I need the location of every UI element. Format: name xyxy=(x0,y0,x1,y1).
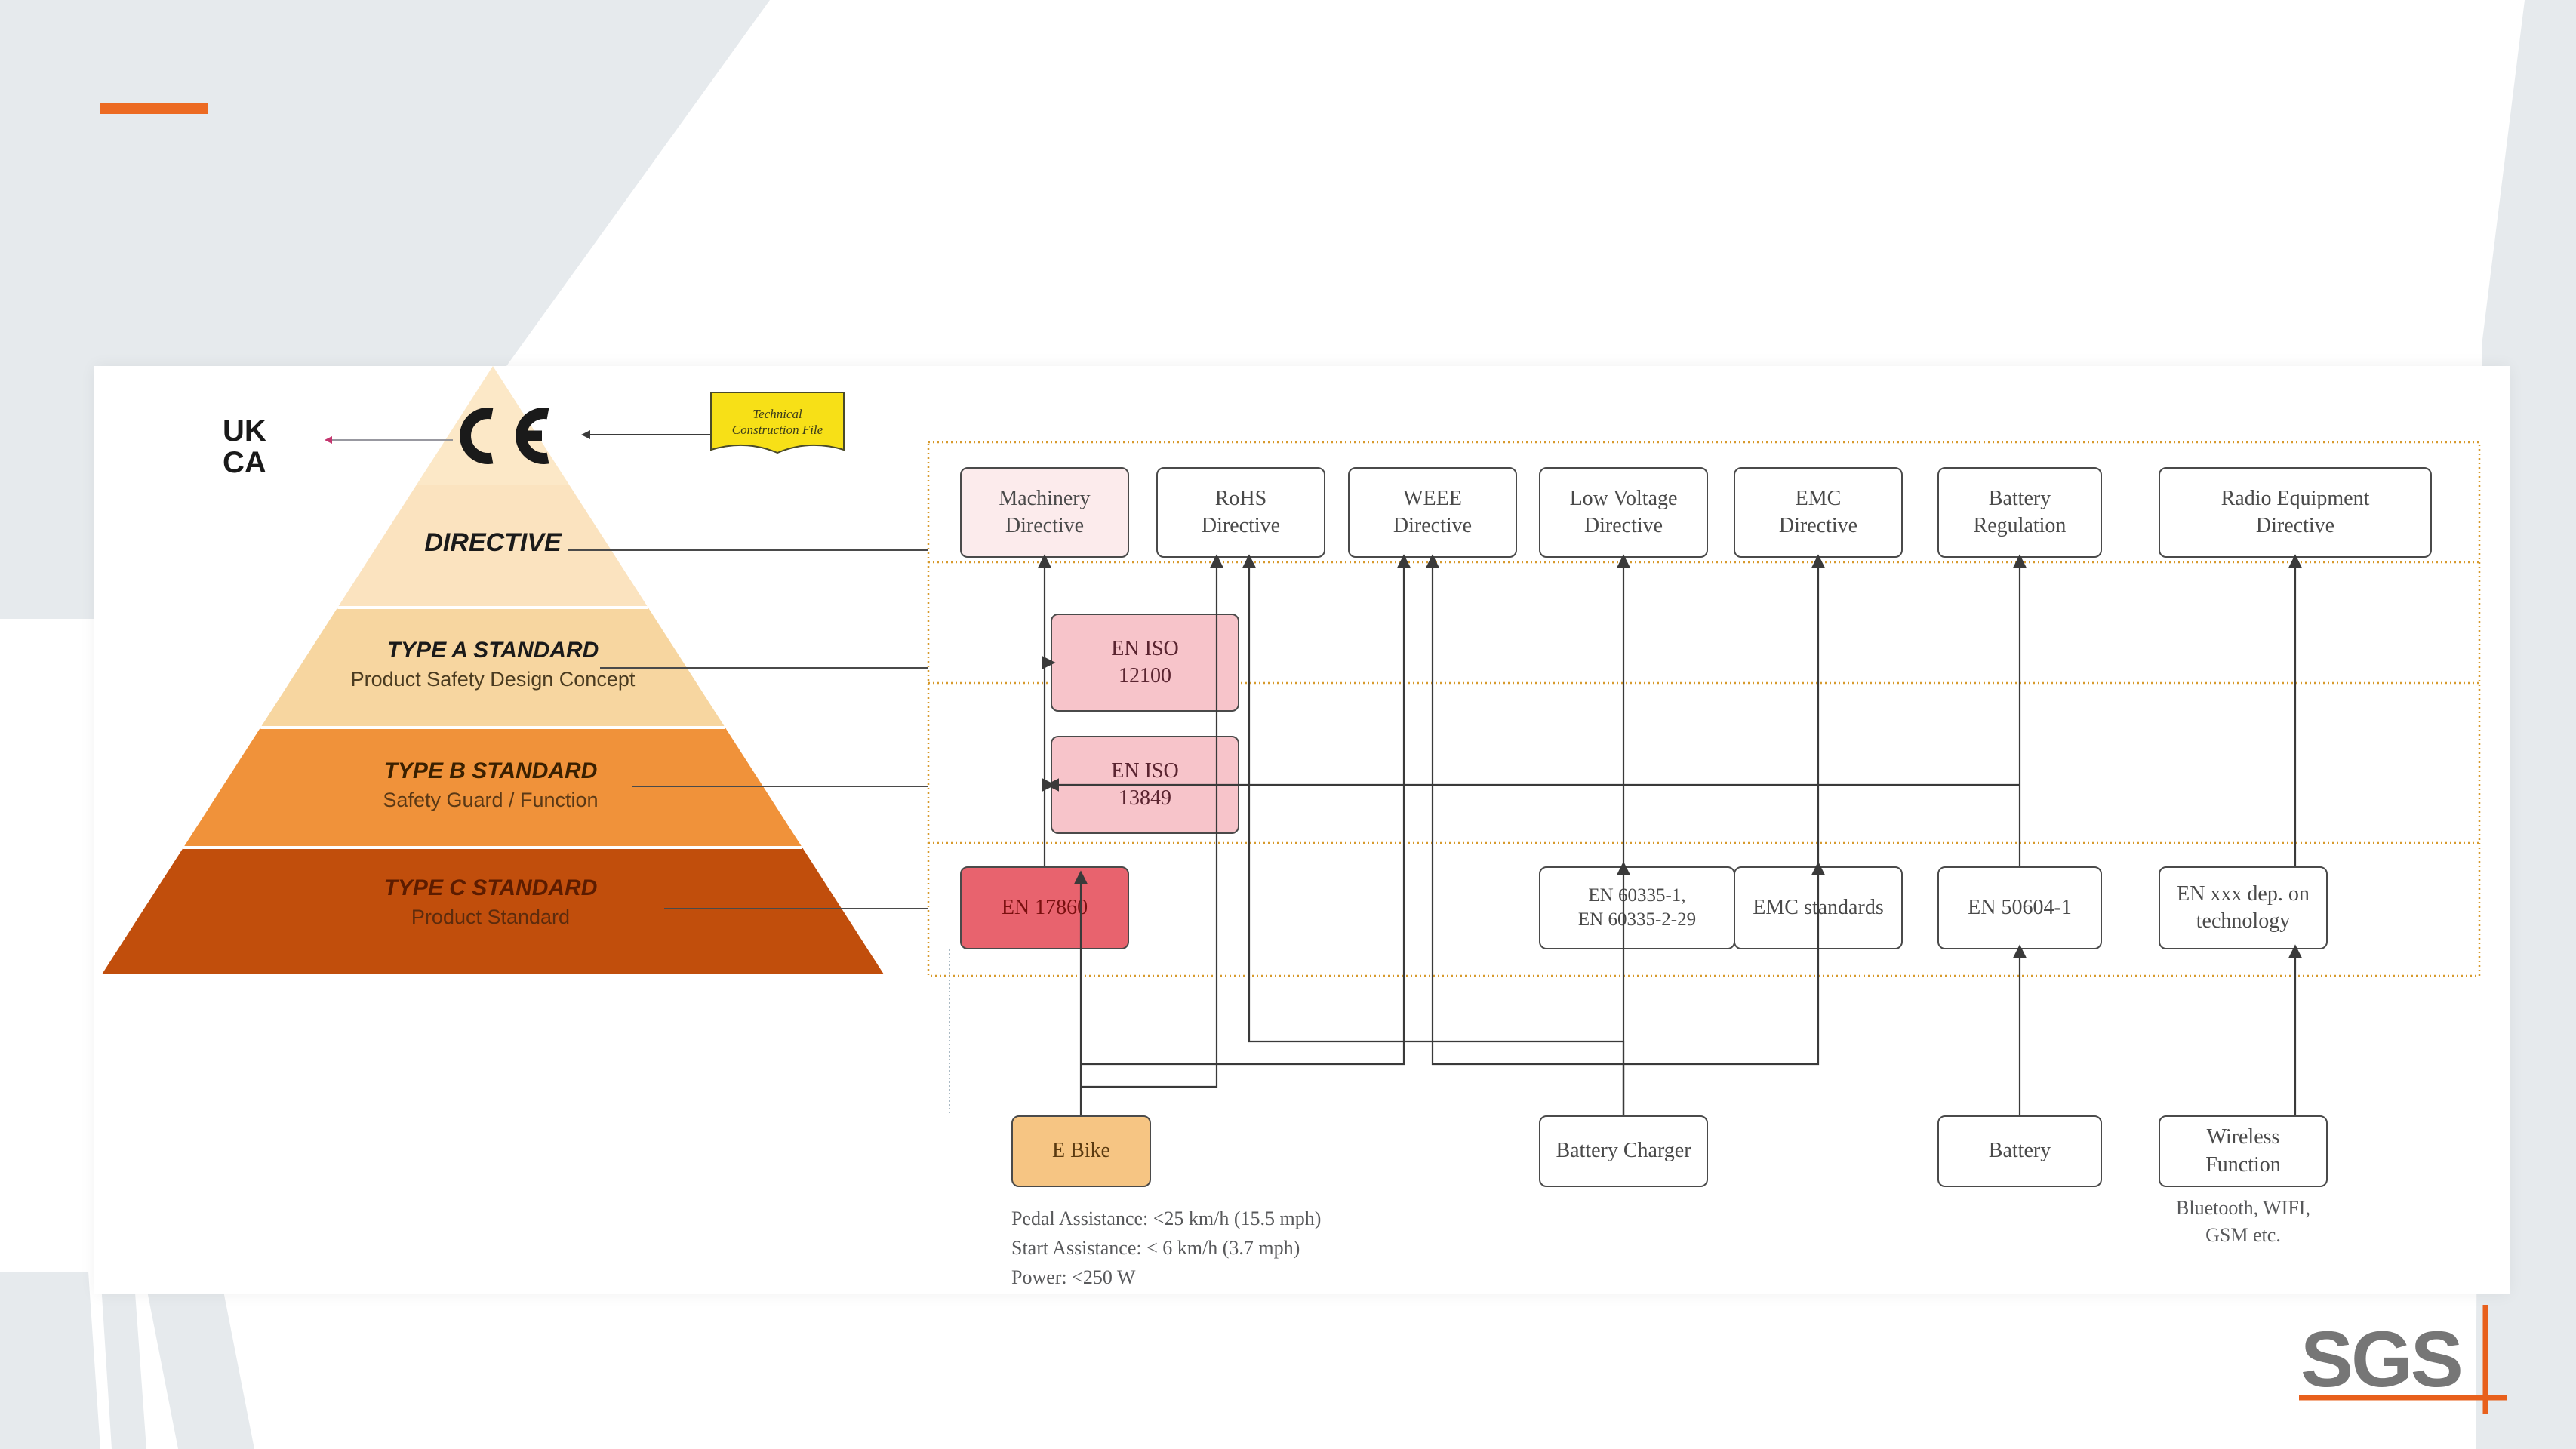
svg-text:SGS: SGS xyxy=(2301,1315,2461,1404)
